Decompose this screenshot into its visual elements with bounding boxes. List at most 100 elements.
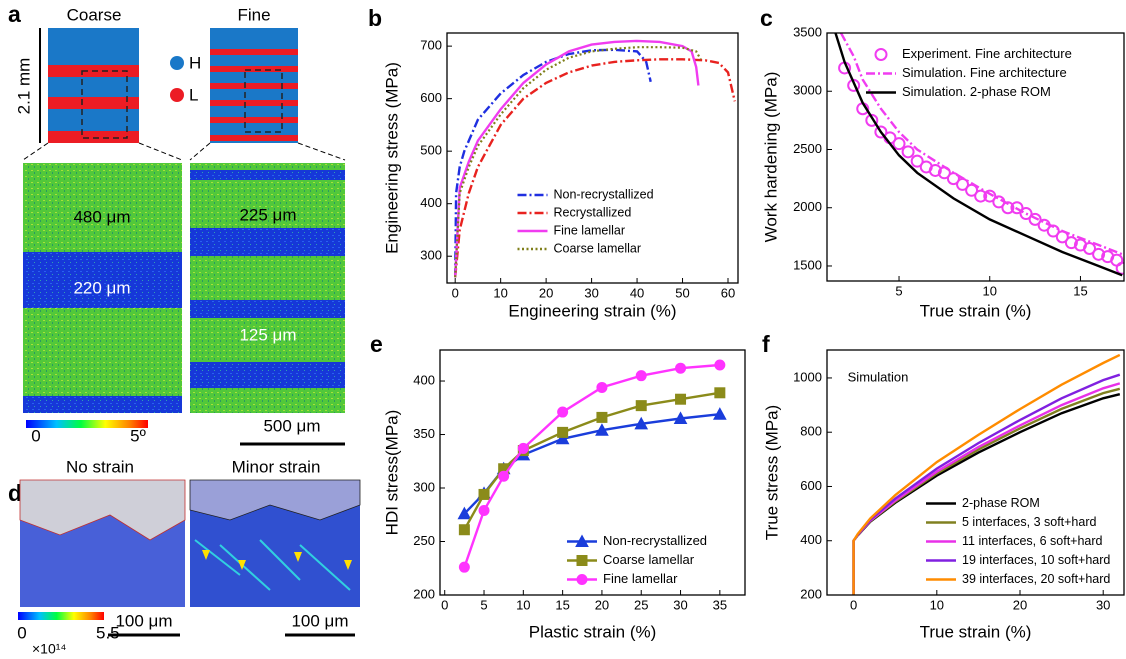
y-tick-label: 500	[420, 143, 442, 158]
grains	[19, 479, 186, 541]
marker	[596, 381, 608, 393]
legend-label: Non-recrystallized	[603, 533, 707, 548]
x-tick-label: 10	[493, 285, 507, 300]
marker	[713, 407, 727, 420]
marker	[595, 423, 609, 436]
marker	[634, 416, 649, 430]
x-tick-label: 50	[675, 285, 689, 300]
marker	[498, 470, 510, 482]
series-line	[454, 48, 652, 278]
marker	[673, 411, 688, 424]
y-tick-label: 400	[800, 532, 822, 547]
panel-label: d	[8, 480, 22, 506]
x-tick-label: 10	[983, 283, 997, 298]
label: 125 μm	[239, 325, 296, 344]
y-tick-label: 200	[800, 586, 822, 601]
label: Minor strain	[232, 457, 321, 476]
legend-label: 2-phase ROM	[962, 496, 1040, 510]
y-tick-label: 300	[420, 248, 442, 263]
soft-layer	[48, 131, 139, 143]
y-tick-label: 200	[413, 586, 435, 601]
y-axis-title: HDI stress(MPa)	[382, 410, 401, 536]
legend-label: 5 interfaces, 3 soft+hard	[962, 515, 1097, 529]
label: 100 μm	[291, 611, 348, 630]
marker	[983, 189, 997, 203]
legend-label: Recrystallized	[554, 205, 632, 219]
marker	[901, 145, 915, 159]
marker	[675, 393, 687, 405]
grains	[189, 479, 361, 521]
y-tick-label: 600	[800, 478, 822, 493]
marker	[1064, 236, 1078, 250]
marker	[928, 163, 942, 177]
x-tick-label: 25	[634, 597, 648, 612]
marker	[874, 125, 888, 139]
x-tick-label: 10	[930, 597, 944, 612]
plot-area	[457, 359, 727, 573]
marker	[517, 442, 529, 454]
series-line	[839, 33, 1123, 256]
x-tick-label: 20	[1013, 597, 1027, 612]
soft-layers	[210, 49, 298, 141]
x-tick-label: 5	[480, 597, 487, 612]
panel-d: d No strain Minor strain 0 ×10¹⁴ 5.5 100…	[8, 457, 361, 657]
series-line	[834, 33, 1123, 277]
x-tick-label: 35	[713, 597, 727, 612]
y-tick-label: 400	[420, 195, 442, 210]
crop-box	[81, 70, 128, 139]
zoom-lines	[22, 142, 346, 161]
label: 0	[17, 623, 26, 642]
label: 5º	[130, 426, 146, 445]
color-bar	[18, 612, 104, 620]
marker	[675, 362, 687, 374]
marker	[1019, 207, 1033, 221]
panel-label: e	[370, 331, 383, 357]
x-tick-label: 0	[441, 597, 448, 612]
label: 0	[31, 426, 40, 445]
plot-area	[454, 39, 736, 278]
x-tick-label: 10	[516, 597, 530, 612]
panel-label: f	[762, 331, 770, 357]
x-axis-title: Plastic strain (%)	[529, 622, 657, 641]
marker	[892, 137, 906, 151]
panel-label: b	[368, 5, 382, 31]
y-tick-label: 700	[420, 38, 442, 53]
marker	[555, 431, 570, 445]
x-tick-label: 60	[721, 285, 735, 300]
marker	[965, 183, 979, 197]
marker	[457, 506, 472, 520]
schematic	[48, 28, 139, 143]
x-axis-title: Engineering strain (%)	[508, 301, 676, 320]
x-tick-label: 20	[595, 597, 609, 612]
x-tick-label: 0	[850, 597, 857, 612]
label: H	[189, 53, 201, 72]
y-axis-title: Engineering stress (MPa)	[382, 62, 401, 254]
x-tick-label: 15	[1073, 283, 1087, 298]
chart: 5 10 15 1500 2000 2500 3000 3500 True strain (%)…	[761, 24, 1125, 320]
marker	[1092, 247, 1106, 261]
marker	[865, 113, 879, 127]
plot-area	[834, 33, 1124, 277]
series-line	[454, 58, 736, 278]
y-tick-label: 3000	[793, 83, 822, 98]
y-tick-label: 400	[413, 372, 435, 387]
label: 220 μm	[73, 278, 130, 297]
arrows	[202, 550, 352, 570]
legend-dot	[170, 56, 184, 70]
x-tick-label: 5	[895, 283, 902, 298]
marker	[1010, 201, 1024, 215]
x-axis-title: True strain (%)	[920, 622, 1032, 641]
marker	[714, 387, 726, 399]
legend-label: Simulation. 2-phase ROM	[902, 84, 1051, 99]
plot-area	[852, 353, 1121, 595]
legend-label: Experiment. Fine architecture	[902, 46, 1072, 61]
x-tick-label: 30	[673, 597, 687, 612]
chart: 0 10 20 30 200 400 600 800 1000 True strain (%) Tr…	[762, 349, 1125, 641]
y-tick-label: 2000	[793, 199, 822, 214]
y-tick-label: 1500	[793, 257, 822, 272]
legend-label: 11 interfaces, 6 soft+hard	[962, 534, 1103, 548]
legend-label: 39 interfaces, 20 soft+hard	[962, 572, 1110, 586]
marker	[458, 561, 470, 573]
marker	[478, 504, 490, 516]
